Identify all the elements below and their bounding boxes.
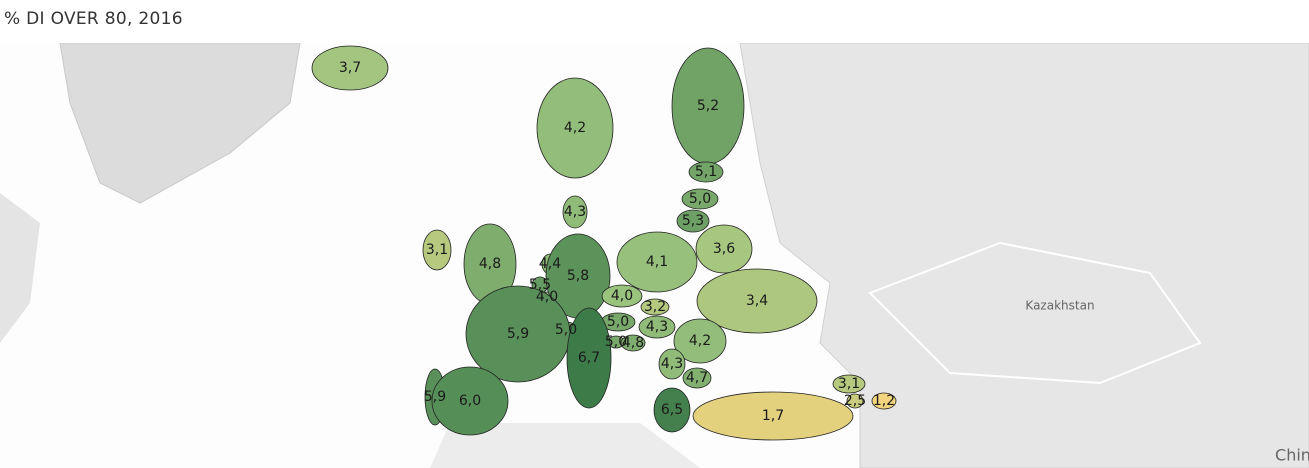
map-label: Kazakhstan — [1025, 299, 1094, 313]
region — [695, 224, 753, 274]
value-label: 3,7 — [339, 60, 361, 76]
value-label: 3,1 — [838, 376, 860, 392]
value-label: 6,0 — [459, 393, 481, 409]
value-label: 4,8 — [479, 256, 501, 272]
value-label: 2,5 — [844, 393, 866, 409]
value-label: 4,8 — [622, 335, 644, 351]
map-label: Chin — [1275, 446, 1309, 465]
value-label: 5,9 — [424, 389, 446, 405]
region — [562, 195, 588, 229]
value-label: 3,1 — [426, 242, 448, 258]
region — [846, 393, 864, 409]
region — [640, 298, 670, 316]
map: 3,74,25,25,15,05,34,33,14,8 4,45,54,05,84… — [0, 43, 1309, 468]
region — [566, 307, 612, 409]
title: % DI OVER 80, 2016 — [4, 9, 183, 29]
value-label: 4,3 — [564, 204, 586, 220]
region — [681, 188, 719, 210]
border — [868, 241, 1202, 385]
value-label: 4,1 — [646, 254, 668, 270]
region — [832, 374, 866, 394]
value-label: 4,3 — [646, 319, 668, 335]
value-label: 4,3 — [661, 356, 683, 372]
region — [696, 268, 818, 334]
value-label: 3,2 — [644, 299, 666, 315]
value-label: 5,0 — [555, 322, 577, 338]
asia — [739, 43, 1309, 468]
value-label: 4,2 — [564, 120, 586, 136]
value-label: 4,4 — [539, 256, 561, 272]
value-label: 4,0 — [611, 288, 633, 304]
region — [431, 366, 509, 436]
africa — [430, 423, 700, 468]
region — [658, 348, 686, 380]
region — [536, 77, 614, 179]
region — [601, 284, 643, 308]
value-label: 4,0 — [536, 289, 558, 305]
value-label: 1,7 — [762, 408, 784, 424]
value-label: 1,2 — [873, 393, 895, 409]
value-label: 5,1 — [695, 164, 717, 180]
region — [871, 392, 897, 410]
value-label: 4,2 — [689, 333, 711, 349]
region — [422, 229, 452, 271]
value-label: 5,8 — [567, 268, 589, 284]
value-label: 3,4 — [746, 293, 768, 309]
land — [0, 193, 40, 343]
region — [676, 209, 710, 233]
value-label: 5,0 — [689, 191, 711, 207]
value-label: 3,6 — [713, 241, 735, 257]
region — [682, 367, 712, 389]
region — [653, 387, 691, 433]
value-label: 5,0 — [607, 314, 629, 330]
value-label: 4,7 — [686, 370, 708, 386]
value-label: 5,9 — [507, 326, 529, 342]
value-label: 6,5 — [661, 402, 683, 418]
value-label: 5,2 — [697, 98, 719, 114]
region — [638, 315, 676, 339]
region — [692, 391, 854, 441]
value-label: 5,3 — [682, 213, 704, 229]
region — [688, 161, 724, 183]
region — [673, 318, 727, 364]
region — [616, 231, 698, 293]
greenland — [59, 43, 301, 204]
value-label: 5,5 — [529, 277, 551, 293]
value-label: 6,7 — [578, 350, 600, 366]
region — [311, 45, 389, 91]
value-label: 5,0 — [605, 334, 627, 350]
region — [620, 334, 646, 352]
